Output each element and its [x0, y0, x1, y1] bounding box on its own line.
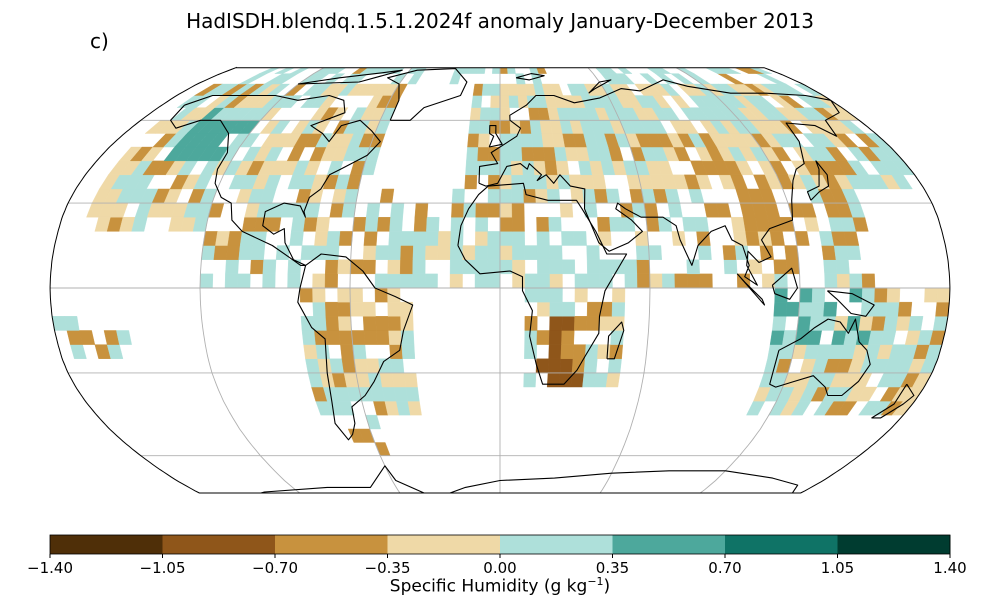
- grid-cell: [548, 217, 562, 232]
- coastline: [488, 125, 503, 148]
- grid-cell: [476, 67, 486, 74]
- coastline: [588, 79, 612, 94]
- coastline: [606, 321, 625, 360]
- grid-cell: [562, 259, 576, 275]
- grid-cell: [639, 73, 661, 85]
- colorbar-tick-label: 1.40: [933, 559, 967, 577]
- grid-cell: [562, 301, 576, 317]
- coastline: [457, 182, 628, 385]
- grid-cell: [535, 67, 547, 74]
- colorbar-bin: [275, 535, 388, 554]
- grid-cell: [426, 217, 440, 232]
- coastline: [871, 383, 915, 419]
- graticule-lines: [50, 67, 950, 493]
- grid-cell: [290, 67, 315, 74]
- colorbar-bin: [162, 535, 276, 554]
- colorbar-tick-label: −1.05: [139, 559, 186, 577]
- grid-cell: [315, 217, 330, 232]
- grid-cell: [78, 330, 96, 345]
- grid-cell: [262, 259, 277, 275]
- grid-cell: [897, 301, 913, 317]
- grid-cell: [506, 67, 516, 74]
- grid-cell: [686, 259, 700, 275]
- coastline: [211, 465, 799, 493]
- grid-cell: [908, 316, 924, 331]
- coastline: [515, 73, 545, 81]
- coastline: [771, 267, 799, 300]
- grid-cell: [328, 67, 351, 74]
- colorbar-bin: [500, 535, 613, 554]
- grid-cell: [670, 73, 695, 85]
- grid-cell: [362, 301, 376, 317]
- grid-cell: [823, 301, 838, 317]
- grid-cell: [549, 245, 563, 260]
- grid-cell: [64, 316, 80, 331]
- grid-cell: [743, 67, 772, 74]
- colorbar-bin: [50, 535, 163, 554]
- colorbar-bin: [725, 535, 838, 554]
- grid-cell: [616, 73, 636, 85]
- coastline: [387, 68, 468, 121]
- grid-cell: [748, 259, 763, 275]
- coastline: [170, 94, 381, 266]
- grid-cell: [694, 217, 709, 232]
- colorbar-title: Specific Humidity (g kg−1): [389, 575, 611, 597]
- grid-cell: [281, 95, 303, 108]
- grid-cell: [573, 231, 587, 246]
- grid-cell: [550, 83, 564, 96]
- grid-cell: [599, 67, 618, 74]
- coastline: [769, 318, 871, 397]
- grid-cell: [846, 160, 870, 176]
- coastline: [478, 79, 840, 286]
- map-title: HadISDH.blendq.1.5.1.2024f anomaly Janua…: [186, 9, 814, 33]
- grid-cell: [649, 67, 672, 74]
- colorbar-tick-label: 1.05: [820, 559, 855, 577]
- colorbar-bin: [387, 535, 501, 554]
- grid-cell: [274, 67, 300, 74]
- grid-cell: [714, 67, 741, 74]
- map-outline: [49, 66, 951, 494]
- coastlines: [170, 68, 915, 493]
- grid-cell: [659, 83, 681, 96]
- colorbar-bin: [612, 535, 726, 554]
- grid-cell: [856, 386, 878, 402]
- coastline: [736, 273, 766, 306]
- coastline: [297, 69, 403, 85]
- coastline: [297, 253, 414, 441]
- grid-cell: [613, 67, 633, 74]
- colorbar-bin: [837, 535, 951, 554]
- colorbar-tick-label: −0.70: [252, 559, 298, 577]
- grid-cell: [116, 330, 132, 345]
- colorbar-tick-label: 0.35: [595, 559, 630, 577]
- colorbar-tick-label: 0.70: [708, 559, 742, 577]
- colorbar-tick-label: 0.00: [483, 559, 517, 577]
- panel-label: c): [90, 29, 109, 53]
- colorbar-tick-label: −0.35: [364, 559, 411, 577]
- grid-cell: [586, 245, 600, 260]
- coastline: [806, 160, 830, 201]
- grid-cell: [671, 231, 686, 246]
- colorbar-tick-label: −1.40: [27, 559, 73, 577]
- grid-cell: [259, 67, 286, 74]
- coastline: [827, 290, 875, 317]
- anomaly-grid-cells: [51, 67, 950, 456]
